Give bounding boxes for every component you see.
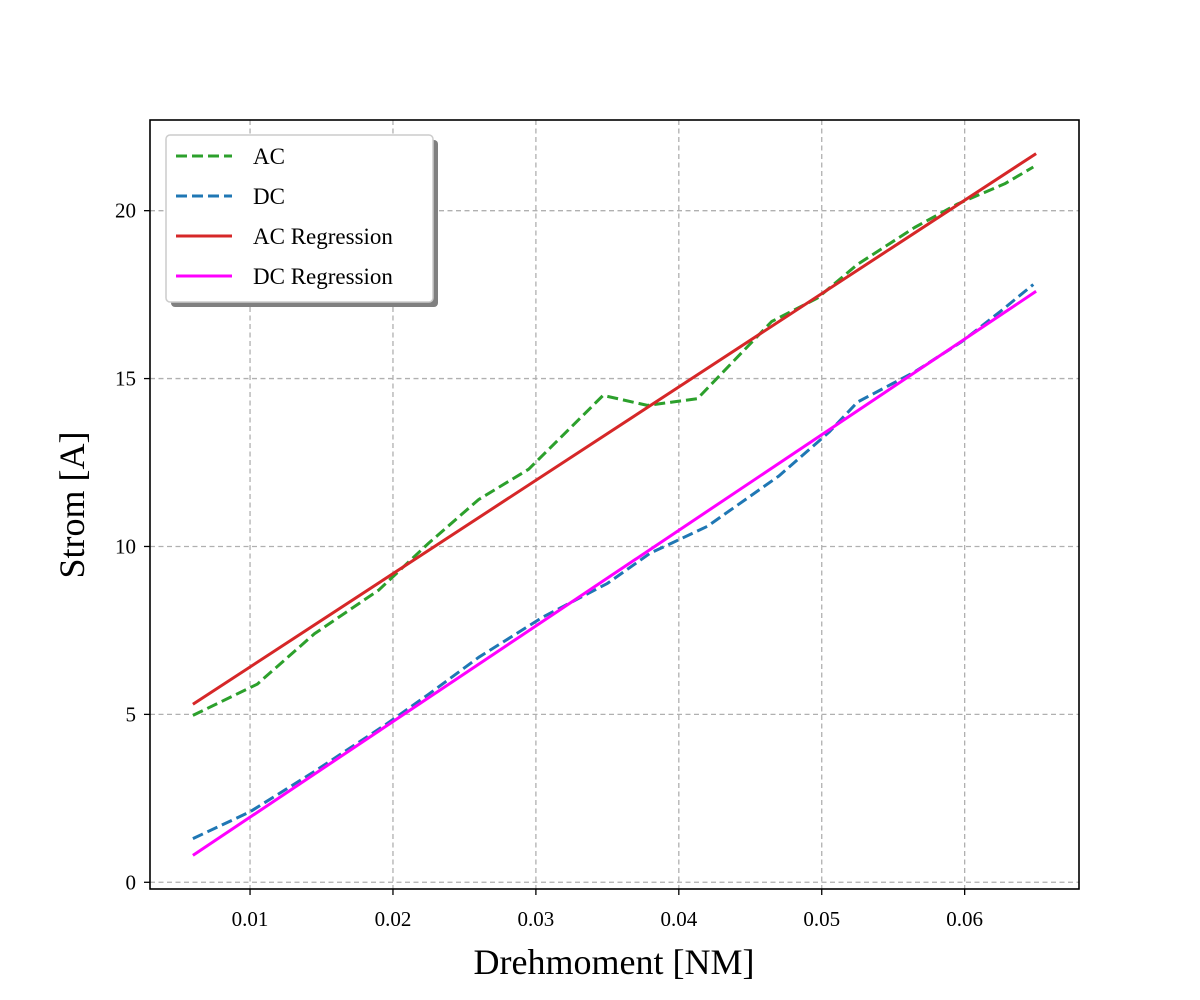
- series-line-ac: [192, 165, 1035, 717]
- legend-label: AC Regression: [253, 224, 393, 249]
- legend: AC DC AC Regression DC Regression: [165, 134, 438, 307]
- series-line-ac-regression: [192, 152, 1037, 706]
- x-tick-label: 0.01: [232, 907, 269, 931]
- y-tick-label: 20: [115, 199, 136, 223]
- x-tick-label: 0.03: [518, 907, 555, 931]
- x-tick-label: 0.06: [946, 907, 983, 931]
- y-tick-label: 5: [126, 702, 137, 726]
- axis-ticks: 0.01 0.02 0.03 0.04 0.05 0.06 0 5 10 15 20: [115, 199, 983, 931]
- plot-frame: [149, 119, 1080, 890]
- plot-series: [192, 152, 1037, 857]
- x-tick-label: 0.02: [375, 907, 412, 931]
- legend-label: DC: [253, 184, 285, 209]
- legend-box: [165, 134, 434, 303]
- y-tick-label: 0: [126, 870, 137, 894]
- series-line-dc-regression: [192, 290, 1037, 857]
- y-axis-label: Strom [A]: [52, 432, 92, 579]
- series-line-dc: [192, 283, 1035, 840]
- legend-label: AC: [253, 144, 285, 169]
- y-tick-label: 10: [115, 534, 136, 558]
- x-axis-label: Drehmoment [NM]: [474, 942, 755, 982]
- x-tick-label: 0.04: [660, 907, 697, 931]
- legend-label: DC Regression: [253, 264, 393, 289]
- x-tick-label: 0.05: [803, 907, 840, 931]
- y-tick-label: 15: [115, 367, 136, 391]
